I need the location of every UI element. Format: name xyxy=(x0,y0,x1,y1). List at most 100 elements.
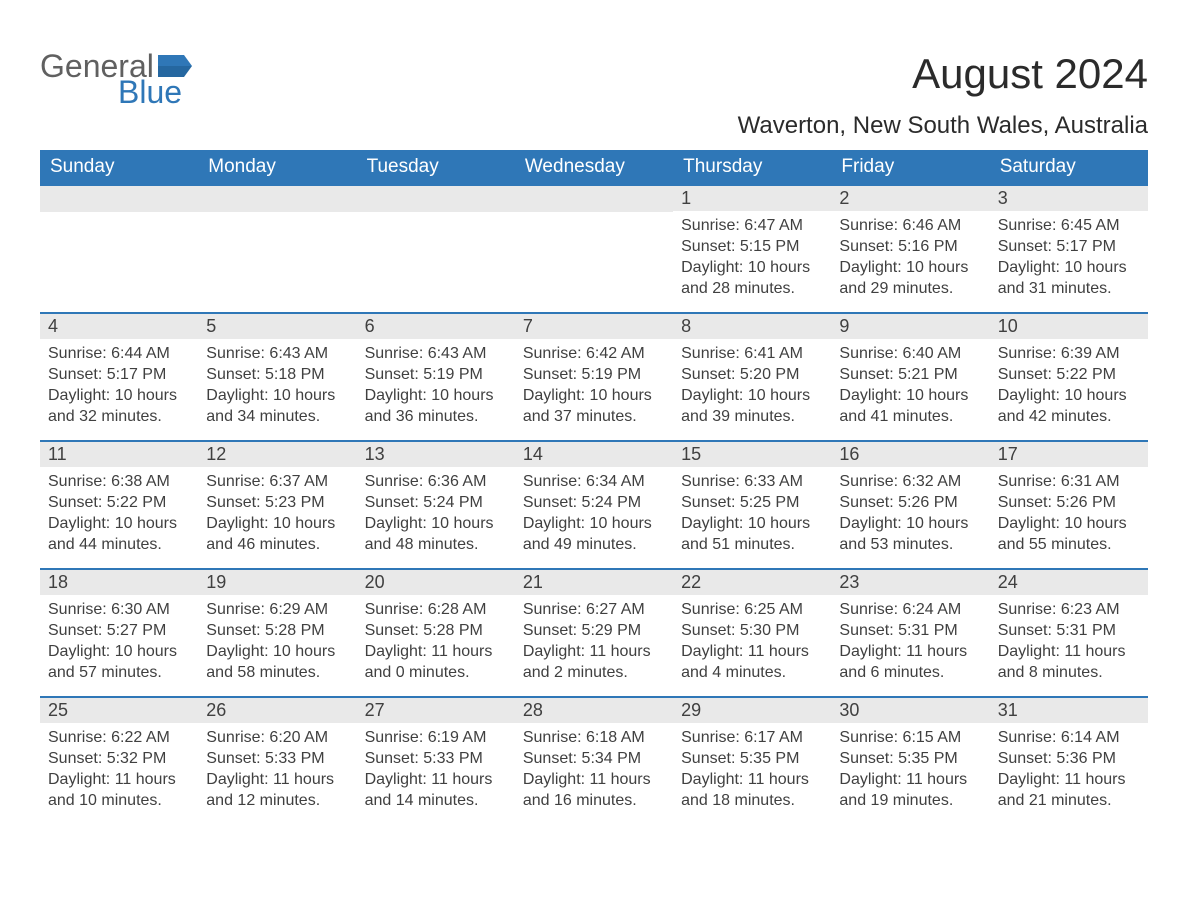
day-number: 4 xyxy=(40,314,198,339)
sunrise-line: Sunrise: 6:45 AM xyxy=(998,215,1140,236)
sunset-line: Sunset: 5:35 PM xyxy=(681,748,823,769)
day-header: Sunday xyxy=(40,150,198,185)
daylight-line: Daylight: 11 hours and 14 minutes. xyxy=(365,769,507,811)
day-number: 11 xyxy=(40,442,198,467)
sunrise-line: Sunrise: 6:40 AM xyxy=(839,343,981,364)
day-body: Sunrise: 6:46 AMSunset: 5:16 PMDaylight:… xyxy=(831,211,989,307)
daylight-line: Daylight: 11 hours and 0 minutes. xyxy=(365,641,507,683)
sunset-line: Sunset: 5:22 PM xyxy=(998,364,1140,385)
sunrise-line: Sunrise: 6:44 AM xyxy=(48,343,190,364)
week-row: 11Sunrise: 6:38 AMSunset: 5:22 PMDayligh… xyxy=(40,441,1148,569)
day-cell: 28Sunrise: 6:18 AMSunset: 5:34 PMDayligh… xyxy=(515,697,673,825)
sunrise-line: Sunrise: 6:33 AM xyxy=(681,471,823,492)
day-body: Sunrise: 6:22 AMSunset: 5:32 PMDaylight:… xyxy=(40,723,198,819)
sunrise-line: Sunrise: 6:38 AM xyxy=(48,471,190,492)
day-number: 2 xyxy=(831,186,989,211)
day-cell: 15Sunrise: 6:33 AMSunset: 5:25 PMDayligh… xyxy=(673,441,831,569)
sunrise-line: Sunrise: 6:42 AM xyxy=(523,343,665,364)
day-body: Sunrise: 6:33 AMSunset: 5:25 PMDaylight:… xyxy=(673,467,831,563)
sunrise-line: Sunrise: 6:37 AM xyxy=(206,471,348,492)
sunset-line: Sunset: 5:19 PM xyxy=(365,364,507,385)
day-number: 30 xyxy=(831,698,989,723)
sunset-line: Sunset: 5:28 PM xyxy=(206,620,348,641)
sunrise-line: Sunrise: 6:34 AM xyxy=(523,471,665,492)
sunrise-line: Sunrise: 6:29 AM xyxy=(206,599,348,620)
day-body: Sunrise: 6:25 AMSunset: 5:30 PMDaylight:… xyxy=(673,595,831,691)
day-number: 9 xyxy=(831,314,989,339)
calendar-table: SundayMondayTuesdayWednesdayThursdayFrid… xyxy=(40,150,1148,825)
day-body: Sunrise: 6:31 AMSunset: 5:26 PMDaylight:… xyxy=(990,467,1148,563)
day-body: Sunrise: 6:30 AMSunset: 5:27 PMDaylight:… xyxy=(40,595,198,691)
daylight-line: Daylight: 10 hours and 49 minutes. xyxy=(523,513,665,555)
day-cell xyxy=(198,185,356,313)
sunrise-line: Sunrise: 6:25 AM xyxy=(681,599,823,620)
daylight-line: Daylight: 10 hours and 29 minutes. xyxy=(839,257,981,299)
daylight-line: Daylight: 10 hours and 28 minutes. xyxy=(681,257,823,299)
sunrise-line: Sunrise: 6:28 AM xyxy=(365,599,507,620)
day-number: 10 xyxy=(990,314,1148,339)
week-row: 1Sunrise: 6:47 AMSunset: 5:15 PMDaylight… xyxy=(40,185,1148,313)
sunset-line: Sunset: 5:26 PM xyxy=(998,492,1140,513)
day-cell: 7Sunrise: 6:42 AMSunset: 5:19 PMDaylight… xyxy=(515,313,673,441)
day-number-empty xyxy=(515,186,673,212)
daylight-line: Daylight: 11 hours and 10 minutes. xyxy=(48,769,190,811)
sunset-line: Sunset: 5:24 PM xyxy=(523,492,665,513)
day-cell: 22Sunrise: 6:25 AMSunset: 5:30 PMDayligh… xyxy=(673,569,831,697)
day-number: 31 xyxy=(990,698,1148,723)
daylight-line: Daylight: 10 hours and 53 minutes. xyxy=(839,513,981,555)
sunrise-line: Sunrise: 6:32 AM xyxy=(839,471,981,492)
sunrise-line: Sunrise: 6:39 AM xyxy=(998,343,1140,364)
day-body: Sunrise: 6:17 AMSunset: 5:35 PMDaylight:… xyxy=(673,723,831,819)
day-cell xyxy=(40,185,198,313)
daylight-line: Daylight: 11 hours and 8 minutes. xyxy=(998,641,1140,683)
sunrise-line: Sunrise: 6:36 AM xyxy=(365,471,507,492)
day-body: Sunrise: 6:23 AMSunset: 5:31 PMDaylight:… xyxy=(990,595,1148,691)
sunset-line: Sunset: 5:34 PM xyxy=(523,748,665,769)
sunset-line: Sunset: 5:33 PM xyxy=(206,748,348,769)
daylight-line: Daylight: 10 hours and 34 minutes. xyxy=(206,385,348,427)
day-cell: 24Sunrise: 6:23 AMSunset: 5:31 PMDayligh… xyxy=(990,569,1148,697)
day-cell: 30Sunrise: 6:15 AMSunset: 5:35 PMDayligh… xyxy=(831,697,989,825)
logo: General Blue xyxy=(40,50,192,108)
sunset-line: Sunset: 5:25 PM xyxy=(681,492,823,513)
sunrise-line: Sunrise: 6:30 AM xyxy=(48,599,190,620)
day-cell: 6Sunrise: 6:43 AMSunset: 5:19 PMDaylight… xyxy=(357,313,515,441)
day-header: Friday xyxy=(831,150,989,185)
day-number: 20 xyxy=(357,570,515,595)
day-number: 7 xyxy=(515,314,673,339)
day-body: Sunrise: 6:18 AMSunset: 5:34 PMDaylight:… xyxy=(515,723,673,819)
daylight-line: Daylight: 10 hours and 51 minutes. xyxy=(681,513,823,555)
daylight-line: Daylight: 10 hours and 41 minutes. xyxy=(839,385,981,427)
daylight-line: Daylight: 10 hours and 39 minutes. xyxy=(681,385,823,427)
day-number: 27 xyxy=(357,698,515,723)
day-cell: 18Sunrise: 6:30 AMSunset: 5:27 PMDayligh… xyxy=(40,569,198,697)
day-number: 17 xyxy=(990,442,1148,467)
day-cell: 16Sunrise: 6:32 AMSunset: 5:26 PMDayligh… xyxy=(831,441,989,569)
sunset-line: Sunset: 5:21 PM xyxy=(839,364,981,385)
sunrise-line: Sunrise: 6:27 AM xyxy=(523,599,665,620)
daylight-line: Daylight: 10 hours and 46 minutes. xyxy=(206,513,348,555)
daylight-line: Daylight: 11 hours and 16 minutes. xyxy=(523,769,665,811)
day-cell: 29Sunrise: 6:17 AMSunset: 5:35 PMDayligh… xyxy=(673,697,831,825)
day-number: 16 xyxy=(831,442,989,467)
day-cell: 21Sunrise: 6:27 AMSunset: 5:29 PMDayligh… xyxy=(515,569,673,697)
sunset-line: Sunset: 5:32 PM xyxy=(48,748,190,769)
daylight-line: Daylight: 10 hours and 48 minutes. xyxy=(365,513,507,555)
daylight-line: Daylight: 10 hours and 55 minutes. xyxy=(998,513,1140,555)
day-cell: 3Sunrise: 6:45 AMSunset: 5:17 PMDaylight… xyxy=(990,185,1148,313)
day-number: 1 xyxy=(673,186,831,211)
day-body: Sunrise: 6:40 AMSunset: 5:21 PMDaylight:… xyxy=(831,339,989,435)
day-body: Sunrise: 6:43 AMSunset: 5:18 PMDaylight:… xyxy=(198,339,356,435)
day-number-empty xyxy=(198,186,356,212)
day-cell: 5Sunrise: 6:43 AMSunset: 5:18 PMDaylight… xyxy=(198,313,356,441)
sunset-line: Sunset: 5:31 PM xyxy=(839,620,981,641)
day-cell: 8Sunrise: 6:41 AMSunset: 5:20 PMDaylight… xyxy=(673,313,831,441)
day-header: Wednesday xyxy=(515,150,673,185)
sunrise-line: Sunrise: 6:23 AM xyxy=(998,599,1140,620)
day-number: 21 xyxy=(515,570,673,595)
day-body: Sunrise: 6:37 AMSunset: 5:23 PMDaylight:… xyxy=(198,467,356,563)
day-number-empty xyxy=(357,186,515,212)
sunset-line: Sunset: 5:24 PM xyxy=(365,492,507,513)
sunset-line: Sunset: 5:23 PM xyxy=(206,492,348,513)
day-header: Tuesday xyxy=(357,150,515,185)
